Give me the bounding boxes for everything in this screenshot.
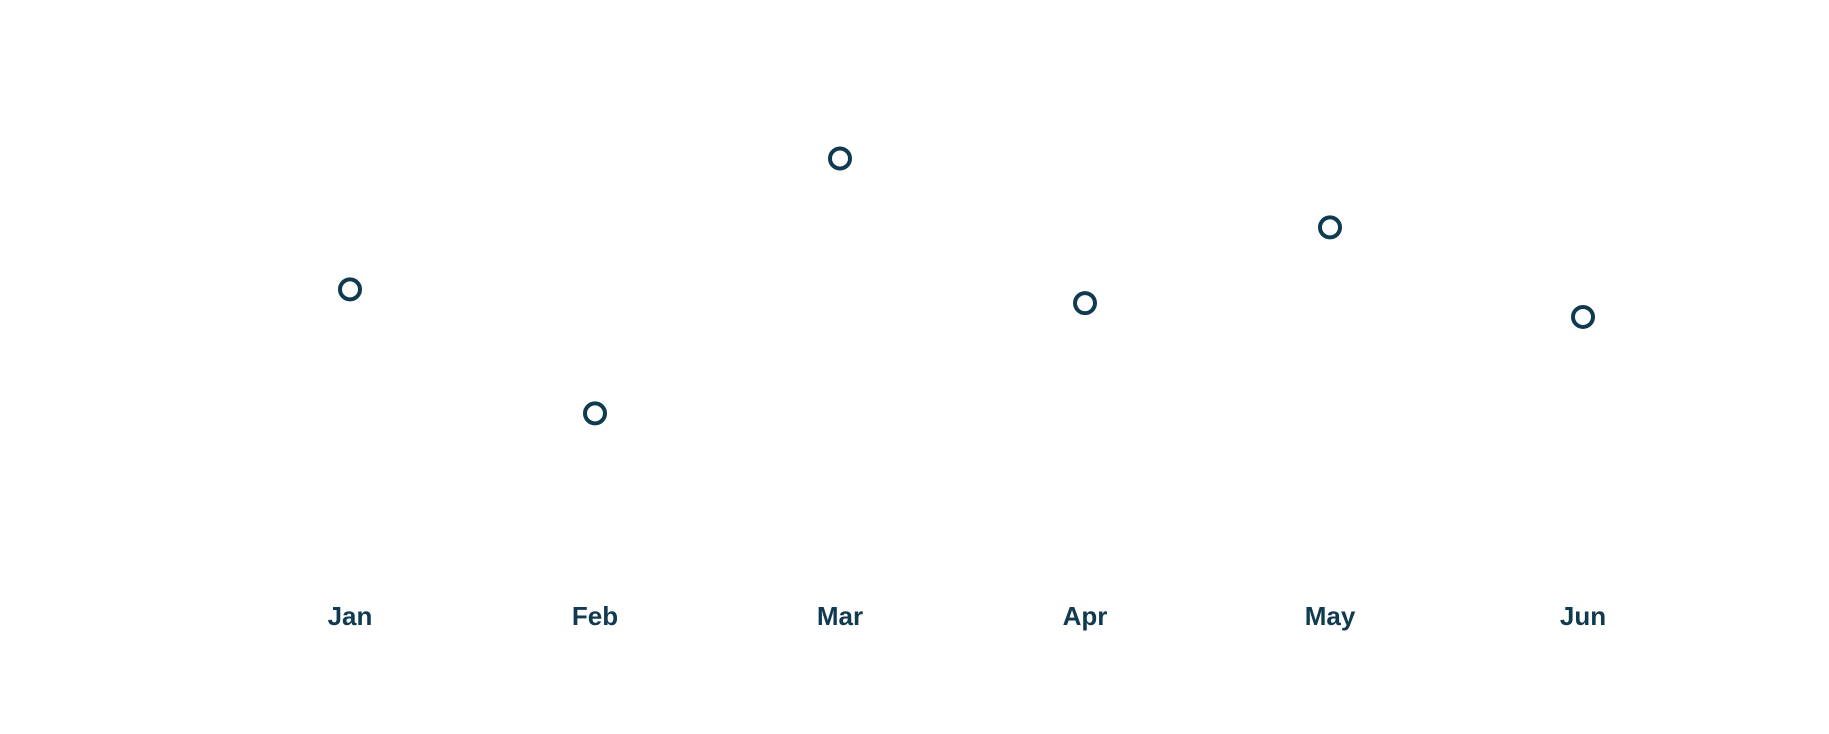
x-axis-labels: Jan Feb Mar Apr May Jun bbox=[328, 601, 1607, 631]
data-point-may bbox=[1318, 215, 1342, 240]
data-point-feb bbox=[583, 401, 607, 426]
data-point-jan bbox=[338, 277, 362, 302]
x-tick-label-feb: Feb bbox=[572, 601, 618, 631]
x-tick-label-mar: Mar bbox=[817, 601, 863, 631]
x-tick-label-apr: Apr bbox=[1063, 601, 1108, 631]
x-tick-label-jan: Jan bbox=[328, 601, 373, 631]
x-tick-label-jun: Jun bbox=[1560, 601, 1606, 631]
points-layer bbox=[338, 146, 1595, 426]
x-tick-label-may: May bbox=[1305, 601, 1356, 631]
data-point-mar bbox=[828, 146, 852, 171]
data-point-jun bbox=[1571, 304, 1595, 329]
data-point-apr bbox=[1073, 291, 1097, 316]
